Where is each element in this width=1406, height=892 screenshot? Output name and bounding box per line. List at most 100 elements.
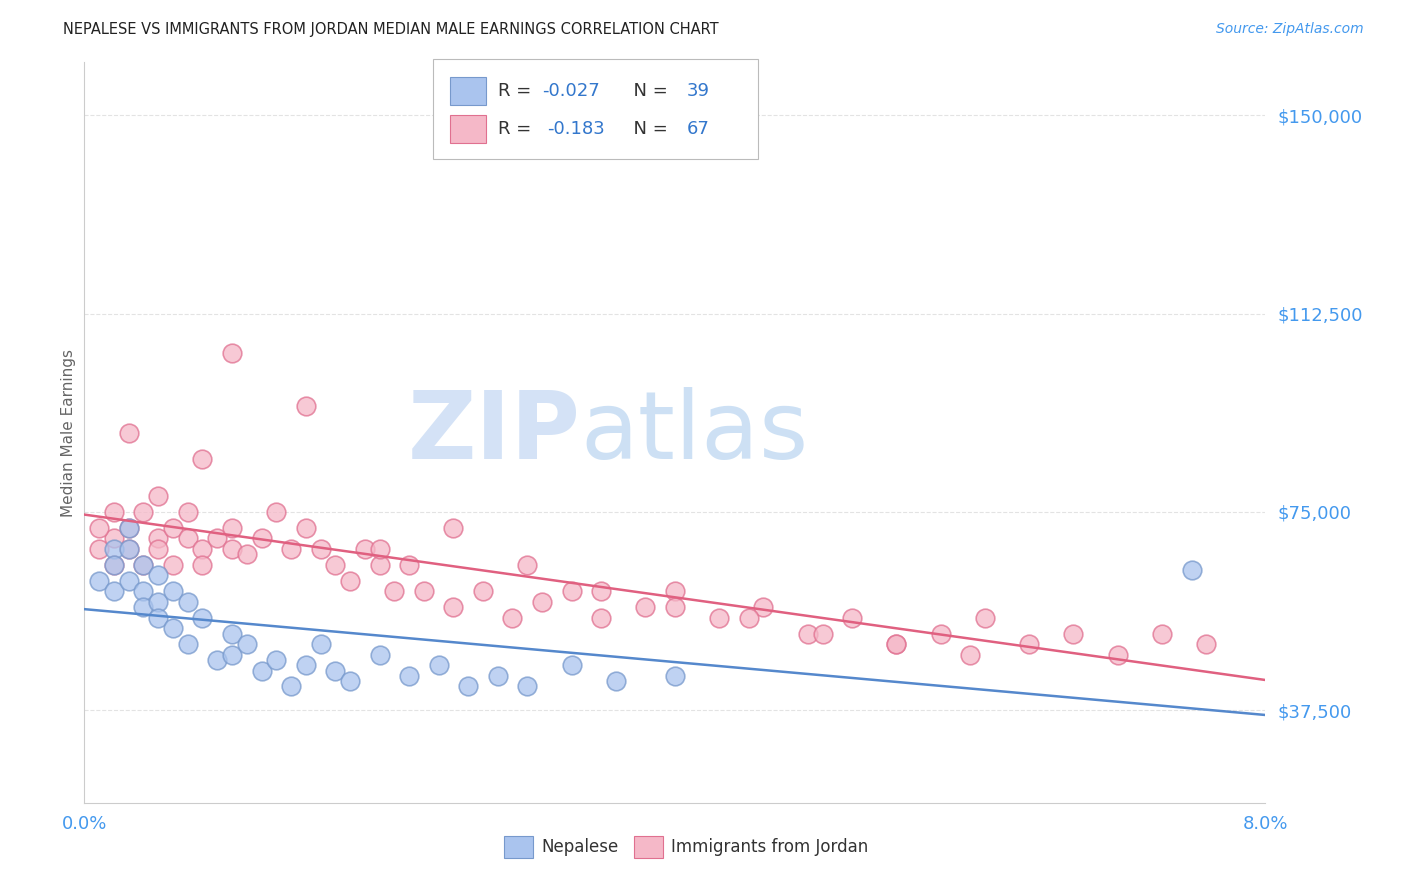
Point: [162, 558, 184, 572]
Point: [561, 658, 583, 673]
Point: [177, 505, 200, 519]
Point: [207, 532, 229, 546]
Point: [368, 558, 391, 572]
Point: [235, 637, 259, 651]
Point: [398, 558, 420, 572]
Point: [664, 669, 686, 683]
Point: [250, 532, 273, 546]
Point: [309, 637, 332, 651]
Point: [486, 669, 509, 683]
Point: [709, 610, 731, 624]
Point: [974, 610, 997, 624]
Text: R =: R =: [498, 81, 537, 100]
Point: [87, 521, 111, 535]
Point: [148, 568, 170, 582]
Point: [148, 610, 170, 624]
Text: N =: N =: [621, 81, 673, 100]
Point: [118, 521, 141, 535]
Point: [1150, 626, 1173, 640]
Point: [103, 541, 125, 556]
Point: [427, 658, 450, 673]
Point: [87, 541, 111, 556]
Point: [797, 626, 820, 640]
Point: [368, 541, 391, 556]
Point: [339, 574, 361, 588]
Point: [472, 584, 495, 599]
Point: [221, 346, 243, 360]
Point: [148, 489, 170, 503]
Text: ZIP: ZIP: [408, 386, 581, 479]
Text: -0.027: -0.027: [543, 81, 600, 100]
Point: [191, 558, 214, 572]
FancyBboxPatch shape: [450, 115, 486, 143]
Point: [591, 610, 613, 624]
Point: [886, 637, 908, 651]
Point: [162, 521, 184, 535]
Point: [103, 558, 125, 572]
Point: [132, 584, 155, 599]
Point: [132, 505, 155, 519]
Point: [605, 674, 627, 689]
Point: [162, 621, 184, 635]
Point: [339, 674, 361, 689]
Point: [177, 532, 200, 546]
Point: [664, 600, 686, 615]
Point: [162, 584, 184, 599]
Point: [221, 626, 243, 640]
Point: [191, 452, 214, 467]
Point: [295, 658, 318, 673]
FancyBboxPatch shape: [634, 836, 664, 858]
Point: [1018, 637, 1040, 651]
Point: [738, 610, 761, 624]
Point: [103, 558, 125, 572]
Point: [280, 541, 302, 556]
Text: Source: ZipAtlas.com: Source: ZipAtlas.com: [1216, 22, 1364, 37]
Point: [1107, 648, 1129, 662]
Point: [413, 584, 436, 599]
Point: [384, 584, 406, 599]
Point: [929, 626, 952, 640]
Point: [811, 626, 834, 640]
Point: [103, 532, 125, 546]
Point: [325, 558, 347, 572]
Point: [502, 610, 524, 624]
Point: [443, 521, 465, 535]
Point: [191, 541, 214, 556]
Point: [295, 521, 318, 535]
Point: [354, 541, 377, 556]
Point: [132, 558, 155, 572]
Point: [634, 600, 657, 615]
Y-axis label: Median Male Earnings: Median Male Earnings: [60, 349, 76, 516]
Point: [457, 680, 479, 694]
Point: [752, 600, 775, 615]
Point: [516, 680, 538, 694]
Point: [264, 505, 288, 519]
FancyBboxPatch shape: [450, 77, 486, 104]
Point: [118, 425, 141, 440]
Point: [325, 664, 347, 678]
Point: [280, 680, 302, 694]
Point: [221, 521, 243, 535]
Text: atlas: atlas: [581, 386, 808, 479]
Point: [309, 541, 332, 556]
Text: Immigrants from Jordan: Immigrants from Jordan: [671, 838, 869, 856]
Point: [132, 558, 155, 572]
Point: [250, 664, 273, 678]
Point: [295, 399, 318, 413]
Point: [118, 521, 141, 535]
Point: [221, 648, 243, 662]
Point: [398, 669, 420, 683]
FancyBboxPatch shape: [433, 59, 758, 159]
Point: [103, 584, 125, 599]
Point: [886, 637, 908, 651]
Point: [516, 558, 538, 572]
Point: [1181, 563, 1204, 577]
Point: [664, 584, 686, 599]
Point: [368, 648, 391, 662]
Point: [103, 505, 125, 519]
Point: [561, 584, 583, 599]
Text: NEPALESE VS IMMIGRANTS FROM JORDAN MEDIAN MALE EARNINGS CORRELATION CHART: NEPALESE VS IMMIGRANTS FROM JORDAN MEDIA…: [63, 22, 718, 37]
Text: 67: 67: [686, 120, 710, 138]
Point: [191, 610, 214, 624]
Point: [591, 584, 613, 599]
